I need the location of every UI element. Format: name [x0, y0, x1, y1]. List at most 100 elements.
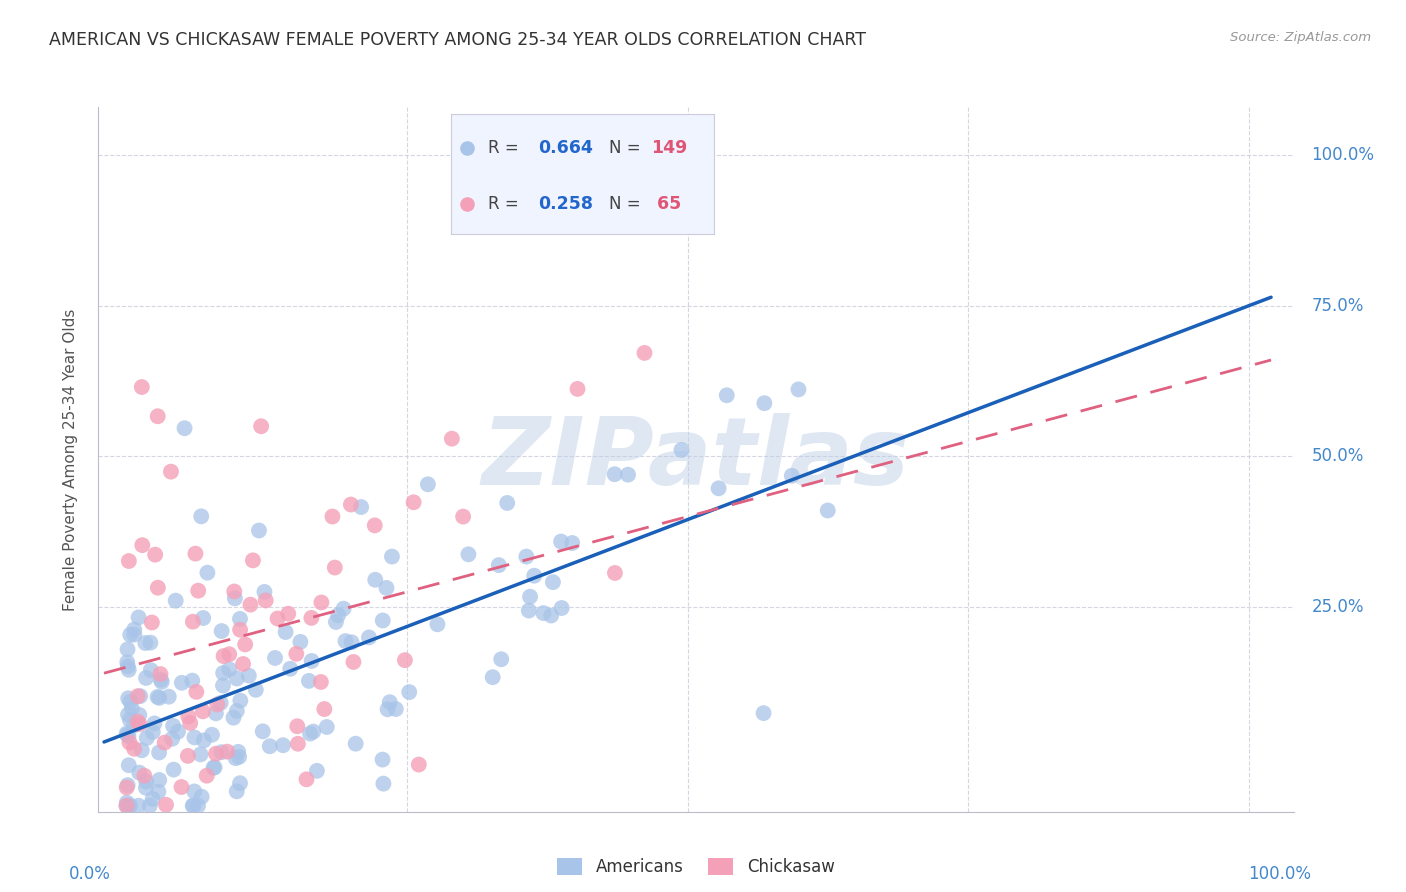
Point — [716, 388, 738, 402]
Point — [252, 724, 274, 739]
Point — [332, 601, 354, 615]
Point — [344, 737, 367, 751]
Point — [780, 468, 803, 483]
Point — [211, 624, 233, 638]
Text: 50.0%: 50.0% — [1312, 448, 1364, 466]
Point — [122, 741, 145, 756]
Point — [115, 780, 138, 795]
Point — [603, 467, 626, 482]
Point — [707, 481, 730, 495]
Point — [259, 739, 281, 754]
Point — [148, 690, 170, 705]
Point — [309, 675, 332, 690]
Point — [299, 611, 322, 625]
Point — [148, 785, 170, 799]
Point — [121, 701, 143, 715]
Point — [233, 637, 256, 651]
Point — [124, 627, 146, 641]
Point — [787, 383, 810, 397]
Point — [496, 496, 519, 510]
Point — [633, 346, 655, 360]
Point — [135, 671, 157, 685]
Point — [225, 704, 247, 718]
Point — [201, 728, 224, 742]
Point — [224, 591, 246, 606]
Point — [302, 724, 325, 739]
Point — [299, 726, 322, 740]
Point — [489, 652, 512, 666]
Point — [122, 718, 145, 732]
Point — [335, 634, 357, 648]
Point — [170, 675, 193, 690]
Text: 0.0%: 0.0% — [69, 864, 111, 882]
Point — [371, 753, 394, 767]
Point — [117, 798, 139, 813]
Text: AMERICAN VS CHICKASAW FEMALE POVERTY AMONG 25-34 YEAR OLDS CORRELATION CHART: AMERICAN VS CHICKASAW FEMALE POVERTY AMO… — [49, 31, 866, 49]
Text: 100.0%: 100.0% — [1312, 146, 1375, 164]
Point — [228, 750, 250, 764]
Point — [149, 673, 172, 687]
Point — [117, 729, 139, 743]
Point — [298, 673, 321, 688]
Point — [523, 568, 546, 582]
Point — [378, 695, 401, 709]
Point — [271, 738, 294, 752]
Text: ZIPatlas: ZIPatlas — [482, 413, 910, 506]
Point — [274, 625, 297, 640]
Point — [117, 659, 139, 673]
Point — [253, 585, 276, 599]
Point — [481, 670, 503, 684]
Point — [321, 509, 343, 524]
Point — [311, 595, 333, 609]
Point — [115, 728, 138, 742]
Point — [120, 628, 142, 642]
Point — [229, 776, 252, 790]
Point — [817, 503, 839, 517]
Point — [266, 611, 288, 625]
Point — [603, 566, 626, 580]
Point — [212, 679, 235, 693]
Point — [128, 707, 150, 722]
Point — [127, 798, 149, 813]
Point — [305, 764, 328, 778]
Point — [131, 538, 153, 552]
Point — [190, 509, 212, 524]
Point — [222, 711, 245, 725]
Point — [295, 772, 318, 787]
Point — [181, 615, 204, 629]
Point — [224, 584, 246, 599]
Point — [187, 583, 209, 598]
Point — [167, 724, 190, 739]
Point — [373, 777, 395, 791]
Point — [118, 663, 141, 677]
Point — [550, 601, 572, 615]
Point — [229, 623, 252, 637]
Point — [350, 500, 373, 514]
Point — [314, 702, 336, 716]
Point — [146, 409, 169, 424]
Point — [118, 713, 141, 727]
Point — [128, 610, 150, 624]
Point — [371, 614, 394, 628]
Point — [143, 716, 166, 731]
Point — [131, 743, 153, 757]
Point — [340, 498, 363, 512]
Point — [229, 612, 252, 626]
Point — [229, 693, 252, 707]
Point — [754, 396, 776, 410]
Point — [254, 593, 277, 607]
Point — [127, 714, 149, 729]
Point — [394, 653, 416, 667]
Point — [117, 691, 139, 706]
Point — [488, 558, 510, 573]
Point — [541, 575, 564, 590]
Text: Source: ZipAtlas.com: Source: ZipAtlas.com — [1230, 31, 1371, 45]
Point — [177, 709, 200, 723]
Point — [120, 695, 142, 709]
Point — [416, 477, 439, 491]
Point — [117, 778, 139, 792]
Point — [531, 606, 554, 620]
Point — [146, 690, 169, 704]
Point — [120, 798, 142, 813]
Point — [190, 747, 212, 762]
